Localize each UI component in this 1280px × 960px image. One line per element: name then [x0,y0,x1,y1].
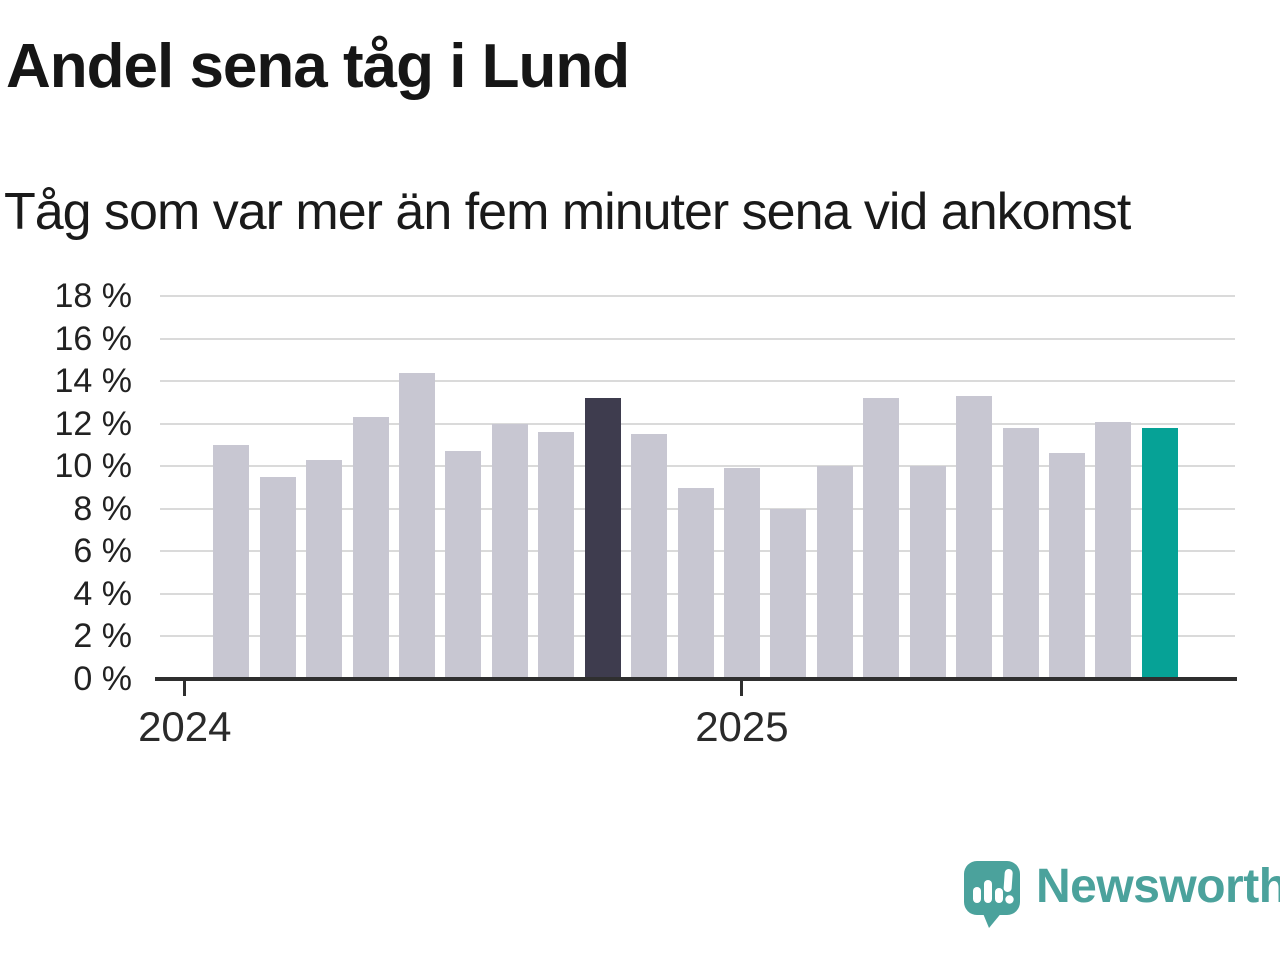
chart-title: Andel sena tåg i Lund [6,32,630,101]
x-tick-label-2025: 2025 [695,703,789,750]
bar-2025-02 [816,466,853,679]
x-tick-label-2024: 2024 [138,703,232,750]
gridline-18pct [160,295,1235,297]
bar-2024-08 [538,432,575,679]
y-axis-label-12pct: 12 % [54,404,133,443]
y-axis-label-18pct: 18 % [54,277,133,315]
bar-2024-09 [584,398,621,679]
y-axis-label-10pct: 10 % [54,447,133,486]
bar-2024-07 [491,423,528,679]
y-axis-label-16pct: 16 % [54,319,133,358]
x-tick-2025 [740,681,744,696]
gridline-16pct [160,337,1235,340]
y-axis-label-8pct: 8 % [73,489,132,528]
bar-2024-10 [631,434,668,679]
bar-2025-07 [1048,453,1085,679]
bar-2024-06 [445,451,482,679]
bar-2025-05 [956,396,993,679]
gridline-12pct [160,422,1235,425]
y-axis-label-2pct: 2 % [73,617,132,656]
bar-2024-03 [306,459,343,679]
bar-2024-11 [677,487,714,679]
bar-2025-04 [909,466,946,679]
bar-2024-02 [259,476,296,679]
branding: Newsworthy [958,856,1280,932]
chart-subtitle: Tåg som var mer än fem minuter sena vid … [4,183,1131,241]
x-tick-2024 [183,681,187,696]
bar-2025-09 [1141,427,1178,679]
gridline-10pct [160,465,1235,468]
bar-2025-08 [1095,421,1132,679]
bar-2025-01 [770,508,807,679]
bar-2024-01 [213,444,250,679]
newsworthy-logo-icon [964,861,1020,928]
y-axis-label-6pct: 6 % [73,532,132,571]
bar-2024-04 [352,417,389,679]
y-axis-label-4pct: 4 % [73,574,132,613]
bar-2024-12 [723,468,760,679]
y-axis-label-14pct: 14 % [54,362,133,401]
x-axis-line [155,677,1237,681]
newsworthy-wordmark: Newsworthy [1036,860,1280,913]
gridline-14pct [160,380,1235,383]
bar-2025-03 [863,398,900,679]
bar-2024-05 [398,372,435,679]
bar-2025-06 [1002,427,1039,679]
y-axis-label-0pct: 0 % [73,660,132,698]
